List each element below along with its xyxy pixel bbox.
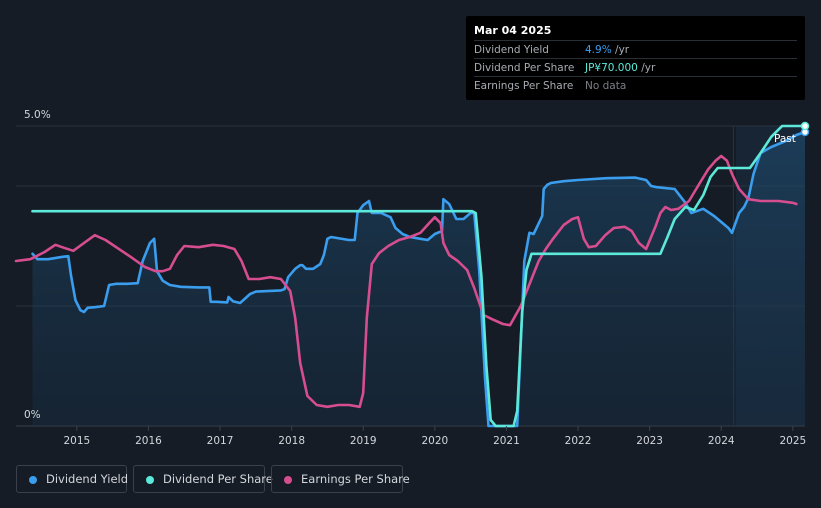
- x-tick-label: 2023: [636, 435, 663, 447]
- earnings-per-share-line: [14, 154, 798, 409]
- legend-dot-icon: [146, 476, 154, 484]
- legend-label: Dividend Per Share: [163, 472, 273, 486]
- legend-dot-icon: [284, 476, 292, 484]
- tooltip-value: JP¥70.000 /yr: [585, 62, 656, 74]
- y-axis-top-label: 5.0%: [24, 109, 51, 121]
- tooltip-label: Dividend Yield: [474, 44, 549, 56]
- x-tick-label: 2024: [708, 435, 735, 447]
- past-label: Past: [774, 133, 796, 145]
- x-tick-label: 2018: [278, 435, 305, 447]
- dividend-per-share-end-marker: [800, 121, 810, 131]
- x-tick-label: 2017: [207, 435, 234, 447]
- x-tick-label: 2015: [63, 435, 90, 447]
- dividend-per-share-line: [31, 124, 807, 428]
- x-tick-label: 2025: [779, 435, 806, 447]
- x-tick-label: 2021: [493, 435, 520, 447]
- legend-earnings-per-share[interactable]: Earnings Per Share: [271, 465, 410, 493]
- tooltip-value: 4.9% /yr: [585, 44, 630, 56]
- x-tick-label: 2019: [350, 435, 377, 447]
- legend-label: Dividend Yield: [46, 472, 129, 486]
- tooltip-row-dividend-yield: Dividend Yield 4.9% /yr: [474, 40, 797, 58]
- legend-dot-icon: [29, 476, 37, 484]
- x-tick-label: 2020: [421, 435, 448, 447]
- legend-dividend-per-share[interactable]: Dividend Per Share: [133, 465, 273, 493]
- dividend-yield-line: [31, 130, 807, 428]
- tooltip-row-earnings-per-share: Earnings Per Share No data: [474, 76, 797, 94]
- x-tick-label: 2016: [135, 435, 162, 447]
- tooltip-label: Earnings Per Share: [474, 80, 574, 92]
- y-axis-bottom-label: 0%: [24, 409, 41, 421]
- dividend-yield-area: [32, 132, 805, 426]
- legend-label: Earnings Per Share: [301, 472, 410, 486]
- tooltip-date: Mar 04 2025: [474, 24, 552, 37]
- tooltip-label: Dividend Per Share: [474, 62, 575, 74]
- legend-dividend-yield[interactable]: Dividend Yield: [16, 465, 129, 493]
- x-tick-label: 2022: [565, 435, 592, 447]
- tooltip-row-dividend-per-share: Dividend Per Share JP¥70.000 /yr: [474, 58, 797, 76]
- tooltip: Mar 04 2025 Dividend Yield 4.9% /yr Divi…: [466, 16, 805, 100]
- tooltip-value: No data: [585, 80, 627, 92]
